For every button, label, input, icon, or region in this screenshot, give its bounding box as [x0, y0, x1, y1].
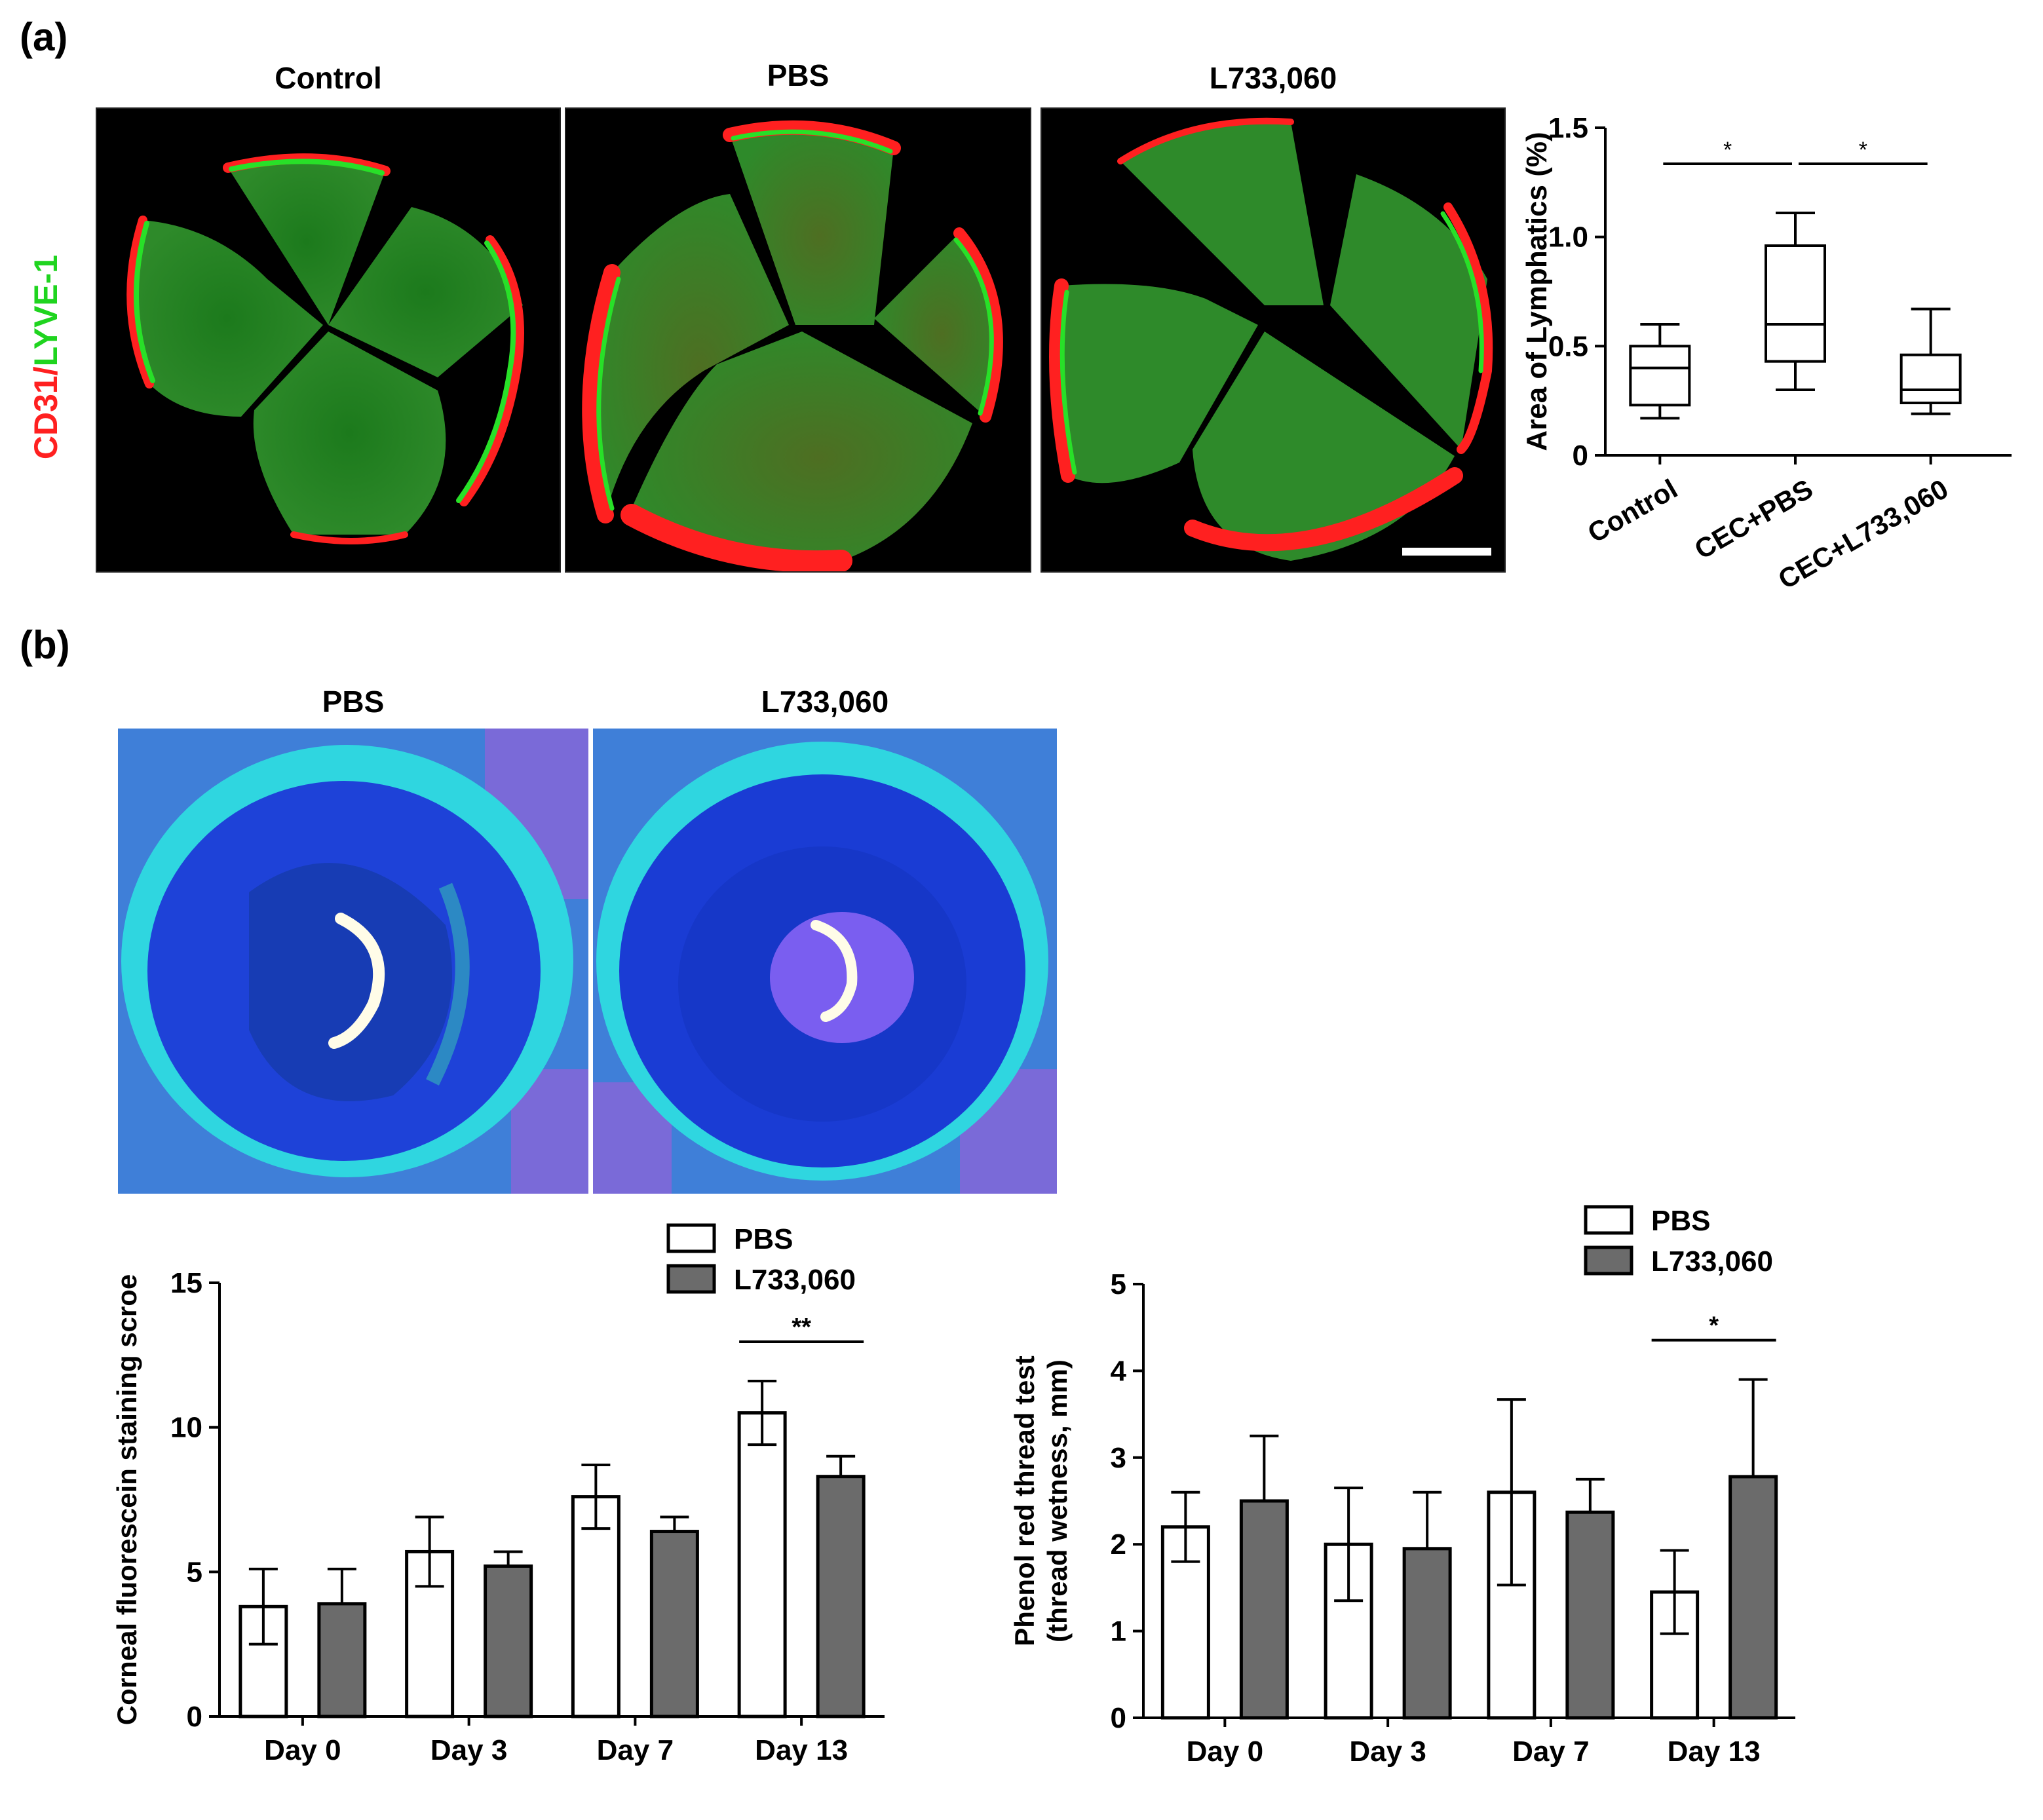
bar: [405, 1549, 455, 1718]
box: [1765, 244, 1826, 363]
bar: [239, 1604, 288, 1718]
significance-marker: *: [1859, 138, 1867, 162]
y-tick-label: 1.0: [1548, 221, 1588, 254]
legend-swatch: [1584, 1205, 1633, 1235]
stain-label-sep: /: [28, 366, 64, 376]
legend-swatch: [666, 1223, 716, 1253]
y-tick-label: 4: [1111, 1355, 1127, 1387]
bar: [1402, 1547, 1452, 1720]
bar: [1324, 1542, 1373, 1720]
box: [1629, 345, 1691, 407]
y-tick-label: 1.5: [1548, 112, 1588, 144]
scale-bar: [1402, 548, 1491, 556]
y-tick-label: 1: [1111, 1616, 1126, 1648]
bar: [816, 1475, 866, 1718]
panel-b-label: (b): [20, 623, 70, 667]
y-tick-label: 5: [187, 1556, 202, 1588]
bar: [1487, 1490, 1537, 1720]
y-tick-label: 3: [1111, 1442, 1126, 1474]
y-axis-label: Area of Lymphatics (%): [1521, 132, 1553, 451]
bar: [1728, 1475, 1778, 1720]
bar: [1650, 1590, 1700, 1720]
x-tick-label: Day 0: [1187, 1735, 1263, 1768]
eye-image-l733060: [593, 729, 1057, 1194]
stain-label-lyve1: LYVE-1: [28, 254, 64, 367]
legend-swatch: [1584, 1245, 1633, 1276]
bar: [737, 1411, 787, 1718]
bar: [1160, 1525, 1210, 1720]
micrograph-pbs: [565, 107, 1031, 573]
x-tick-label: Day 0: [264, 1734, 341, 1766]
eye-image-pbs: [118, 729, 588, 1194]
significance-marker: **: [792, 1314, 811, 1341]
x-tick-label: Day 3: [1349, 1735, 1426, 1768]
bar-chart-fluorescein: 0 5 10 15 Day 0 Day 3 Day 7 Day 13 ** PBS L733,060…: [111, 1223, 885, 1766]
y-tick-label: 15: [170, 1267, 202, 1299]
legend-swatch: [666, 1264, 716, 1294]
legend-label: L733,060: [1651, 1245, 1773, 1278]
bar: [1239, 1499, 1289, 1720]
y-tick-label: 2: [1111, 1528, 1126, 1561]
y-axis-label: Corneal fluorescein staining scroe: [111, 1274, 142, 1726]
y-axis-label-2: (thread wetness, mm): [1042, 1359, 1073, 1642]
bar: [484, 1564, 533, 1718]
x-tick-label: Day 7: [1512, 1735, 1589, 1768]
significance-marker: *: [1723, 138, 1732, 162]
stain-label: CD31/LYVE-1: [26, 115, 66, 599]
x-tick-label: Day 7: [597, 1734, 674, 1766]
y-tick-label: 0: [1111, 1702, 1126, 1734]
micrograph-control: [96, 107, 561, 573]
legend-label: L733,060: [734, 1264, 856, 1296]
panel-a-label: (a): [20, 15, 68, 59]
y-tick-label: 0.5: [1548, 330, 1588, 362]
bar: [571, 1495, 621, 1718]
x-tick-label: Day 13: [1668, 1735, 1761, 1768]
stain-label-cd31: CD31: [28, 375, 64, 460]
x-tick-label: Day 3: [430, 1734, 507, 1766]
x-tick-label: Day 13: [755, 1734, 848, 1766]
image-title-control: Control: [275, 61, 382, 95]
bar-chart-phenol-red: 0 1 2 3 4 5 Day 0 Day 3 Day 7 Day 13 * PBS L733,060 P…: [1009, 1205, 1795, 1768]
image-title-pbs: PBS: [767, 58, 830, 92]
y-tick-label: 10: [170, 1412, 202, 1444]
legend-label: PBS: [734, 1223, 793, 1255]
y-tick-label: 0: [187, 1701, 202, 1733]
micrograph-l733060: [1041, 107, 1506, 573]
x-tick-label: Control: [1582, 473, 1683, 548]
bar: [1565, 1510, 1615, 1720]
bar: [649, 1530, 699, 1718]
box: [1900, 353, 1962, 404]
bar: [317, 1602, 367, 1718]
y-axis-label: Phenol red thread test: [1009, 1356, 1040, 1646]
y-tick-label: 0: [1573, 440, 1588, 472]
image-title-l733060: L733,060: [1209, 61, 1337, 95]
x-tick-label: CEC+PBS: [1689, 473, 1818, 565]
legend-label: PBS: [1651, 1205, 1710, 1237]
image-title-b-pbs: PBS: [322, 685, 385, 719]
image-title-b-l733060: L733,060: [761, 685, 889, 719]
y-tick-label: 5: [1111, 1268, 1126, 1300]
significance-marker: *: [1709, 1312, 1719, 1340]
